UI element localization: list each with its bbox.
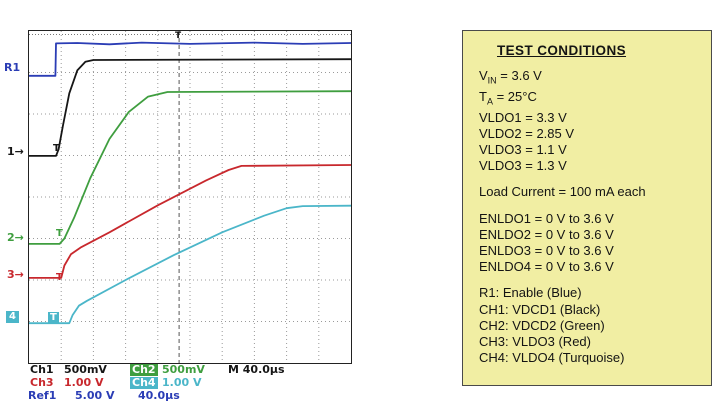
readout-1-00-v: 1.00 V (162, 376, 202, 389)
readout-ch4: Ch4 (130, 376, 158, 389)
channel-marker-r1: R1 (4, 61, 21, 74)
trigger-level-mark: T (53, 143, 60, 154)
channel-marker-2: 2→ (7, 231, 24, 244)
condition-line: VLDO3 = 1.3 V (479, 158, 567, 174)
condition-line: VLDO3 = 1.1 V (479, 142, 567, 157)
condition-line: CH2: VDCD2 (Green) (479, 317, 605, 333)
condition-line: VLDO1 = 3.3 V (479, 109, 567, 125)
line-spacer (479, 174, 703, 184)
trigger-position-icon: T (175, 31, 182, 41)
condition-line: VIN = 3.6 V (479, 68, 542, 86)
trace-ch3 (29, 164, 351, 279)
condition-line: ENLDO3 = 0 V to 3.6 V (479, 243, 614, 259)
channel-marker-1: 1→ (7, 145, 24, 158)
readout-5-00-v: 5.00 V (75, 389, 115, 402)
condition-line: CH3: VLDO3 (Red) (479, 334, 591, 350)
readout-m-40-0-s: M 40.0µs (228, 363, 285, 376)
readout-ch3: Ch3 (30, 376, 54, 389)
condition-line: R1: Enable (Blue) (479, 285, 582, 301)
readout-1-00-v: 1.00 V (64, 376, 104, 389)
trace-r1 (29, 41, 351, 77)
readout-500mv: 500mV (64, 363, 107, 376)
trigger-level-mark: T (48, 312, 59, 323)
readout-row-3: Ref1 5.00 V 40.0µs (28, 390, 368, 402)
readout-500mv: 500mV (162, 363, 205, 376)
test-conditions-panel: TEST CONDITIONS VIN = 3.6 V TA = 25°C VLDO… (462, 30, 712, 386)
trace-ch4 (29, 204, 351, 325)
condition-line: ENLDO1 = 0 V to 3.6 V (479, 210, 614, 226)
condition-line: CH1: VDCD1 (Black) (479, 301, 601, 317)
scope-graticule: T T T T T (28, 30, 352, 364)
readout-ch1: Ch1 (30, 363, 54, 376)
waveform-plot (29, 31, 351, 363)
condition-line: Load Current = 100 mA each (479, 184, 646, 200)
channel-marker-3: 3→ (7, 268, 24, 281)
line-spacer (479, 201, 703, 211)
test-conditions-lines: VIN = 3.6 V TA = 25°C VLDO1 = 3.3 V VLDO2 =… (479, 68, 703, 366)
line-spacer (479, 275, 703, 285)
trace-ch1 (29, 58, 351, 157)
readout-40-0-s: 40.0µs (138, 389, 180, 402)
readout-ch2: Ch2 (130, 363, 158, 376)
trace-ch2 (29, 90, 351, 245)
channel-marker-4: 4 (6, 311, 19, 323)
condition-line: ENLDO4 = 0 V to 3.6 V (479, 259, 614, 275)
readout-ref1: Ref1 (28, 389, 57, 402)
readout-row-2: Ch3 1.00 V Ch4 1.00 V (28, 377, 368, 390)
condition-line: VLDO2 = 2.85 V (479, 125, 575, 141)
condition-line: CH4: VLDO4 (Turquoise) (479, 350, 625, 366)
condition-line: ENLDO2 = 0 V to 3.6 V (479, 226, 614, 242)
readout-row-1: Ch1 500mV Ch2 500mV M 40.0µs (28, 364, 368, 377)
test-conditions-title: TEST CONDITIONS (497, 43, 627, 58)
trigger-level-mark: T (56, 228, 63, 239)
trigger-level-mark: T (56, 272, 63, 283)
condition-line: TA = 25°C (479, 88, 537, 107)
